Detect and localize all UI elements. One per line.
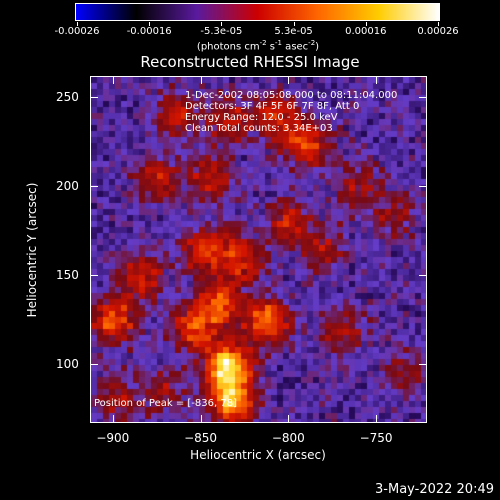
- info-energy-range: Energy Range: 12.0 - 25.0 keV: [185, 112, 338, 123]
- colorbar-tick-label: -0.00016: [126, 26, 172, 37]
- x-tick-label: −850: [184, 431, 218, 445]
- colorbar: [75, 3, 440, 21]
- colorbar-tick: [365, 22, 367, 26]
- x-tick-label: −900: [96, 431, 130, 445]
- y-tick-label: 100: [56, 357, 79, 372]
- axis-tick: [112, 415, 114, 423]
- y-tick-label: 150: [56, 268, 79, 283]
- axis-tick: [200, 415, 202, 423]
- timestamp: 3-May-2022 20:49: [375, 482, 494, 497]
- axis-tick: [200, 76, 202, 84]
- axis-tick: [288, 415, 290, 423]
- x-tick-label: −750: [359, 431, 393, 445]
- colorbar-tick-label: 0.00026: [417, 26, 459, 37]
- colorbar-tick-label: -5.3e-05: [200, 26, 243, 37]
- colorbar-tick-label: 0.00016: [345, 26, 387, 37]
- peak-position-label: Position of Peak = [-836, 78]: [94, 398, 237, 409]
- axis-tick: [419, 275, 427, 277]
- colorbar-tick: [438, 22, 439, 26]
- colorbar-tick-label: 5.3e-05: [274, 26, 313, 37]
- info-detectors: Detectors: 3F 4F 5F 6F 7F 8F, Att 0: [185, 101, 360, 112]
- y-axis-label: Heliocentric Y (arcsec): [25, 182, 39, 318]
- axis-tick: [419, 97, 427, 99]
- y-tick-label: 200: [56, 179, 79, 194]
- x-tick-label: −800: [271, 431, 305, 445]
- axis-tick: [90, 97, 98, 99]
- y-tick-label: 250: [56, 90, 79, 105]
- axis-tick: [112, 76, 114, 84]
- heatmap-image: [91, 77, 426, 422]
- axis-tick: [90, 275, 98, 277]
- info-clean-counts: Clean Total counts: 3.34E+03: [185, 123, 333, 134]
- axis-tick: [419, 364, 427, 366]
- plot-area[interactable]: 1-Dec-2002 08:05:08.000 to 08:11:04.000 …: [90, 76, 427, 423]
- axis-tick: [90, 186, 98, 188]
- colorbar-tick: [293, 22, 295, 26]
- axis-tick: [376, 76, 378, 84]
- axis-tick: [376, 415, 378, 423]
- axis-tick: [90, 364, 98, 366]
- colorbar-tick: [77, 22, 78, 26]
- colorbar-tick: [149, 22, 151, 26]
- colorbar-tick-label: -0.00026: [54, 26, 100, 37]
- colorbar-tick: [221, 22, 223, 26]
- x-axis-label: Heliocentric X (arcsec): [190, 448, 326, 462]
- chart-title: Reconstructed RHESSI Image: [140, 53, 360, 71]
- axis-tick: [419, 186, 427, 188]
- info-time-range: 1-Dec-2002 08:05:08.000 to 08:11:04.000: [185, 90, 398, 101]
- axis-tick: [288, 76, 290, 84]
- colorbar-units: (photons cm-2 s-1 asec-2): [196, 39, 320, 53]
